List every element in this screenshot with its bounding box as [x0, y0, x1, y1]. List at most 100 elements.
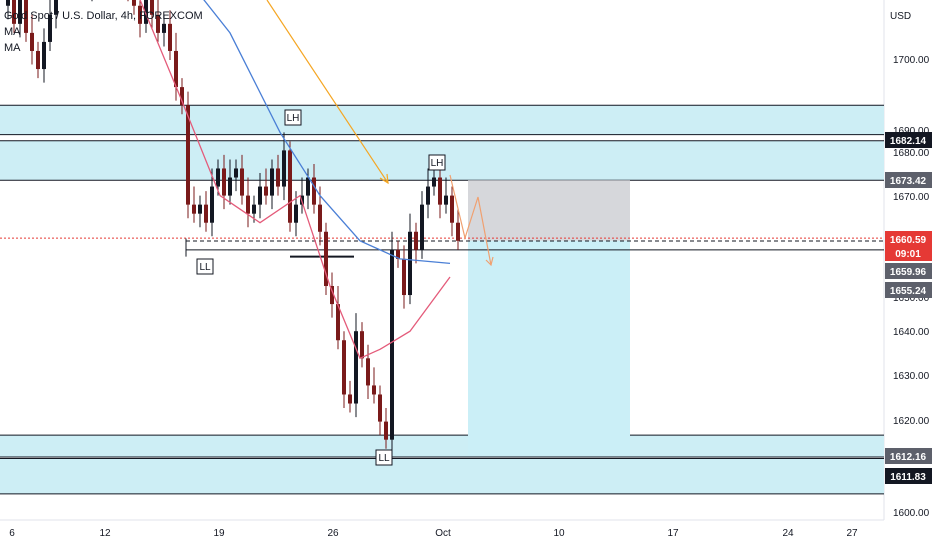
annotation-text: LH — [431, 158, 444, 169]
annotation-box — [284, 109, 302, 126]
candle-body — [180, 87, 184, 106]
price-axis-label-box — [885, 172, 932, 188]
price-tick: 1680.00 — [893, 148, 930, 159]
price-axis-label-box — [885, 132, 932, 148]
candle-body — [270, 168, 274, 196]
candle-body — [240, 168, 244, 196]
chart-legend: Gold Spot / U.S. Dollar, 4h, FOREXCOM MA… — [4, 8, 203, 56]
candle-body — [186, 105, 190, 205]
price-axis-label: 1655.24 — [890, 286, 927, 297]
candle-body — [144, 0, 148, 24]
candle-body — [414, 231, 418, 250]
price-tick: 1670.00 — [893, 192, 930, 203]
candle-body — [282, 150, 286, 187]
candle-body — [174, 50, 178, 88]
candle-body — [234, 168, 238, 178]
candle-body — [336, 304, 340, 341]
candle-body — [198, 204, 202, 214]
price-axis-label-box — [885, 245, 932, 261]
price-axis-label: 1612.16 — [890, 452, 927, 463]
candle-body — [54, 0, 58, 15]
candle-body — [18, 0, 22, 24]
arrow-head-icon — [379, 173, 389, 185]
price-axis-label: 1673.42 — [890, 176, 927, 187]
annotation-text: LL — [199, 262, 211, 273]
candle-body — [222, 168, 226, 196]
candle-body — [288, 150, 292, 223]
candle-body — [324, 231, 328, 286]
candle-body — [162, 23, 166, 33]
candle-body — [360, 331, 364, 359]
candle-body — [6, 0, 10, 6]
candle-body — [132, 0, 136, 6]
candle-body — [444, 195, 448, 205]
time-tick: 12 — [99, 528, 111, 539]
candle-body — [330, 286, 334, 305]
price-tick: 1600.00 — [893, 508, 930, 519]
candle-body — [138, 5, 142, 24]
candle-body — [312, 177, 316, 205]
ma-indicator-2[interactable]: MA — [4, 42, 21, 54]
arrow-head-icon — [485, 256, 494, 267]
candle-body — [252, 204, 256, 214]
candle-body — [456, 222, 460, 241]
candle-body — [420, 204, 424, 250]
candle-body — [24, 0, 28, 33]
time-tick: 27 — [846, 528, 858, 539]
candle-body — [396, 249, 400, 259]
candle-body — [216, 168, 220, 187]
time-tick: Oct — [435, 528, 451, 539]
candle-body — [42, 41, 46, 70]
candle-body — [228, 177, 232, 196]
price-axis-label: 1659.96 — [890, 267, 927, 278]
candle-body — [450, 195, 454, 223]
price-axis-label-box — [885, 282, 932, 298]
trend-arrow-line — [266, 0, 389, 184]
candle-body — [372, 385, 376, 395]
annotation-box — [196, 258, 214, 275]
price-tick: 1620.00 — [893, 416, 930, 427]
candle-body — [264, 186, 268, 196]
candle-body — [426, 186, 430, 205]
supply-demand-zone — [0, 105, 884, 135]
candle-body — [36, 50, 40, 70]
candle-body — [156, 14, 160, 33]
candle-body — [318, 204, 322, 232]
supply-demand-zone — [0, 435, 884, 458]
candle-body — [150, 0, 154, 15]
time-tick: 6 — [9, 528, 15, 539]
candle-body — [432, 177, 436, 187]
moving-average-fast-line — [139, 0, 451, 360]
candle-body — [342, 340, 346, 395]
candle-body — [30, 32, 34, 51]
price-axis-label: 1682.14 — [890, 136, 927, 147]
candle-body — [246, 195, 250, 214]
ma-indicator-1[interactable]: MA — [4, 26, 21, 38]
annotation-text: LH — [287, 113, 300, 124]
candle-body — [408, 231, 412, 296]
time-tick: 19 — [213, 528, 225, 539]
annotation-box — [428, 154, 446, 171]
candle-body — [258, 186, 262, 205]
price-axis-label: 09:01 — [895, 249, 921, 260]
candle-body — [390, 249, 394, 440]
annotation-label: LL — [375, 449, 393, 466]
time-tick: 24 — [782, 528, 794, 539]
time-tick: 26 — [327, 528, 339, 539]
supply-demand-zone — [0, 458, 884, 494]
candle-body — [378, 394, 382, 422]
candle-body — [204, 204, 208, 223]
annotation-label: LL — [196, 258, 214, 275]
price-axis-label-box — [885, 448, 932, 464]
candle-body — [402, 258, 406, 296]
price-axis-label: 1660.59 — [890, 235, 927, 246]
annotation-label: LH — [428, 154, 446, 171]
symbol-title[interactable]: Gold Spot / U.S. Dollar, 4h, FOREXCOM — [4, 10, 203, 22]
stop-loss-box — [468, 180, 630, 241]
candle-body — [168, 23, 172, 51]
candle-body — [348, 394, 352, 404]
annotation-label: LH — [284, 109, 302, 126]
candle-body — [192, 204, 196, 214]
